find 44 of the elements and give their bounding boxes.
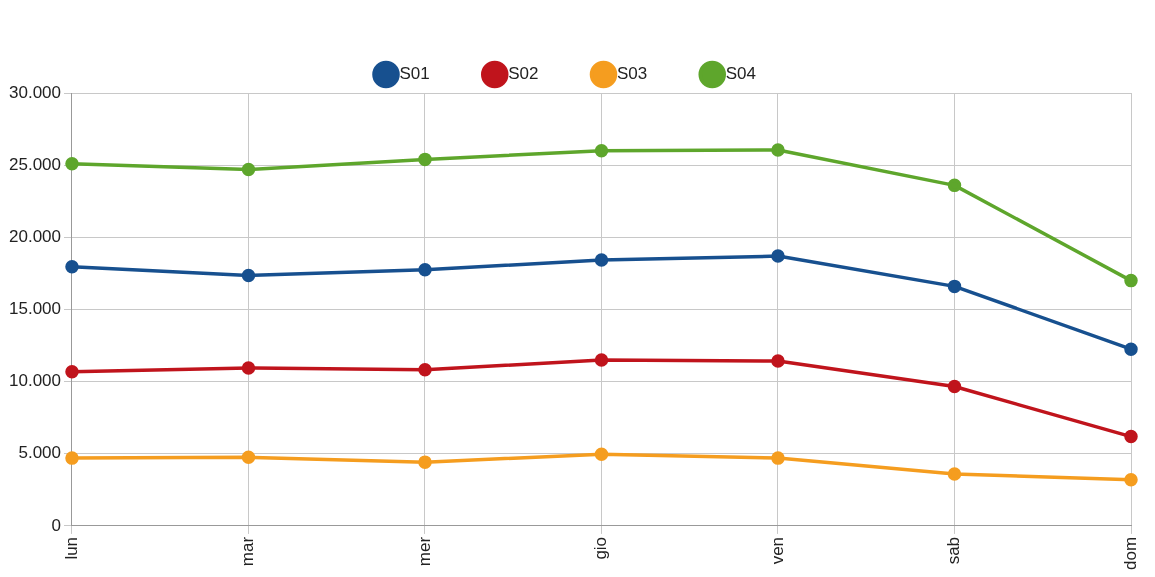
point (241, 450, 256, 464)
point (947, 379, 962, 394)
point (771, 249, 785, 263)
point (241, 268, 256, 283)
point (771, 451, 785, 465)
y-tick-label: 20.000 (9, 227, 61, 246)
x-tick-label: sab (944, 536, 964, 565)
point (418, 152, 432, 167)
point (947, 279, 962, 294)
point (1124, 429, 1138, 444)
legend-label: S03 (617, 64, 648, 84)
x-tick-label: mer (414, 536, 434, 567)
x-tick-label: gio (591, 536, 611, 560)
point (418, 455, 432, 469)
point (1124, 273, 1138, 288)
point (1124, 342, 1138, 356)
point (241, 361, 256, 375)
y-tick-label: 5.000 (18, 443, 61, 463)
point (594, 143, 609, 158)
y-tick-label: 15.000 (9, 299, 61, 319)
point (1124, 473, 1138, 487)
x-tick-label: ven (767, 536, 787, 565)
point (771, 143, 785, 157)
point (594, 447, 609, 461)
legend-label: S02 (508, 64, 539, 84)
y-tick-label: 25.000 (9, 154, 61, 174)
point (947, 178, 962, 193)
y-tick-label: 0 (51, 515, 61, 535)
point (947, 467, 962, 481)
y-tick-label: 10.000 (9, 371, 61, 391)
x-tick-label: mar (238, 536, 258, 567)
legend-label: S04 (725, 64, 756, 84)
x-tick-label: lun (61, 536, 81, 560)
point (65, 156, 79, 171)
legend-label: S01 (399, 64, 430, 84)
point (418, 363, 432, 377)
point (771, 354, 785, 368)
point (594, 253, 609, 267)
point (65, 260, 79, 274)
point (241, 162, 256, 177)
point (594, 353, 609, 367)
point (418, 263, 432, 277)
y-tick-label: 30.000 (9, 82, 61, 102)
x-tick-label: dom (1120, 536, 1140, 571)
